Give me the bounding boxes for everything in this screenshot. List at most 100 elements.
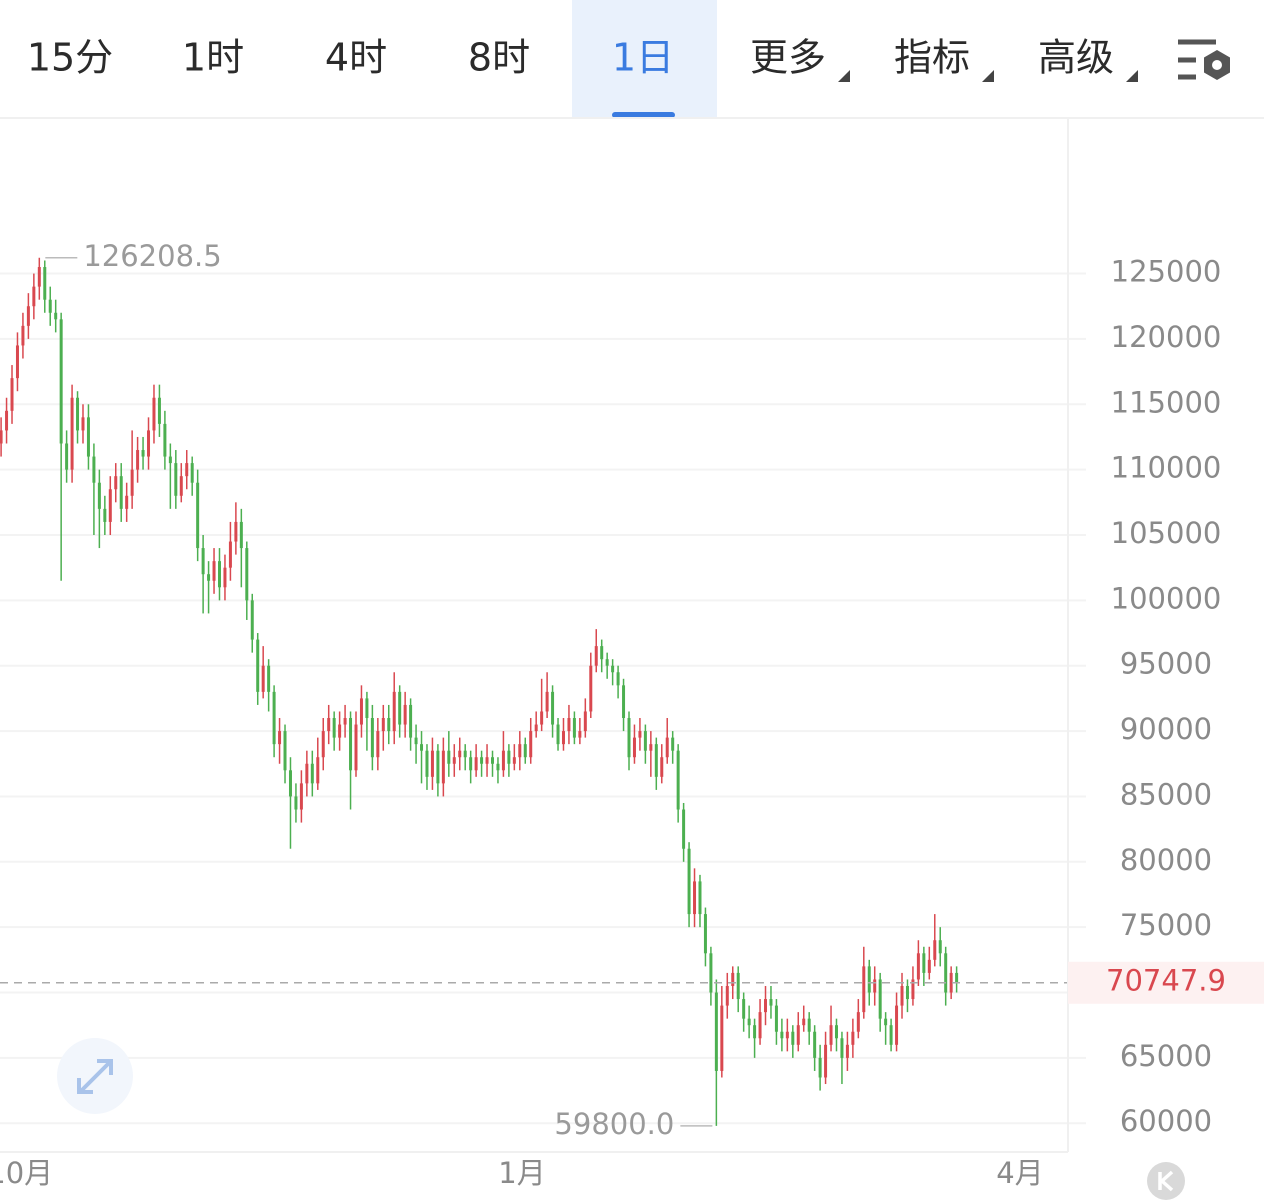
candle-body	[381, 718, 385, 732]
candle-body	[665, 737, 669, 758]
active-tab-bg	[572, 0, 717, 118]
y-tick-label: 115000	[1111, 385, 1222, 419]
candle-body	[81, 417, 85, 431]
candle-body	[714, 992, 718, 1071]
candle-body	[545, 691, 549, 712]
candle-body	[370, 718, 374, 758]
active-tab-underline	[612, 112, 675, 118]
candle-body	[769, 999, 773, 1006]
candle-body	[207, 574, 211, 581]
candle-body	[365, 698, 369, 719]
candle-body	[86, 417, 90, 457]
candle-body	[600, 646, 604, 660]
candle-body	[567, 718, 571, 732]
tab[interactable]: 4时	[325, 36, 387, 80]
candle-body	[796, 1025, 800, 1045]
candle-body	[376, 731, 380, 758]
k-button[interactable]	[1147, 1162, 1185, 1200]
candle-body	[561, 731, 565, 745]
candle-body	[228, 541, 232, 568]
tab[interactable]: 高级	[1038, 36, 1114, 80]
tab[interactable]: 更多	[750, 36, 826, 80]
candle-body	[316, 757, 320, 784]
candle-body	[731, 972, 735, 986]
candle-body	[556, 724, 560, 745]
candle-body	[201, 548, 205, 575]
candle-body	[130, 469, 134, 496]
candle-body	[305, 763, 309, 784]
candle-body	[540, 711, 544, 725]
candle-body	[611, 665, 615, 673]
candle-body	[179, 476, 183, 496]
candle-body	[196, 482, 200, 549]
candle-body	[321, 731, 325, 758]
candle-body	[108, 489, 112, 522]
candle-body	[250, 600, 254, 640]
candle-body	[174, 463, 178, 496]
candle-body	[480, 757, 484, 764]
candle-body	[802, 1018, 806, 1026]
candle-body	[163, 423, 167, 457]
candle-body	[949, 972, 953, 993]
last-price-box	[1068, 961, 1264, 1004]
candle-body	[294, 796, 298, 810]
tab[interactable]: 8时	[468, 36, 530, 80]
expand-button[interactable]	[57, 1038, 133, 1114]
candle-body	[354, 724, 358, 771]
candle-body	[387, 718, 391, 732]
y-tick-label: 60000	[1120, 1104, 1212, 1138]
candle-body	[911, 979, 915, 1000]
candle-body	[436, 750, 440, 784]
candle-body	[818, 1057, 822, 1078]
tab[interactable]: 1日	[612, 36, 674, 80]
candle-body	[168, 456, 172, 464]
candle-body	[572, 718, 576, 738]
settings-icon[interactable]	[1178, 39, 1230, 80]
candle-body	[261, 665, 265, 692]
candle-body	[616, 672, 620, 686]
candle-body	[469, 757, 473, 771]
candle-body	[605, 659, 609, 666]
candle-body	[791, 1031, 795, 1045]
y-tick-label: 75000	[1120, 908, 1212, 942]
candle-body	[147, 430, 151, 457]
tab[interactable]: 指标	[894, 36, 970, 80]
candle-body	[190, 463, 194, 483]
candle-body	[409, 704, 413, 738]
tab[interactable]: 15分	[27, 36, 113, 80]
candle-body	[785, 1031, 789, 1039]
candle-body	[398, 691, 402, 725]
candle-body	[452, 757, 456, 764]
candle-body	[343, 718, 347, 725]
candle-body	[310, 763, 314, 784]
y-tick-label: 100000	[1111, 581, 1222, 615]
candle-body	[157, 397, 161, 424]
candle-body	[774, 1005, 778, 1032]
candle-body	[392, 691, 396, 732]
candle-body	[698, 881, 702, 915]
candle-body	[15, 345, 19, 379]
candle-body	[594, 646, 598, 666]
candle-body	[916, 953, 920, 980]
y-tick-label: 90000	[1120, 712, 1212, 746]
candle-body	[709, 953, 713, 993]
candle-body	[338, 724, 342, 738]
x-tick-label: 10月	[0, 1156, 53, 1190]
candle-body	[764, 999, 768, 1013]
candle-body	[518, 744, 522, 758]
candle-body	[0, 430, 3, 444]
candle-body	[703, 914, 707, 954]
candle-body	[534, 724, 538, 732]
candle-body	[660, 757, 664, 777]
candle-body	[491, 757, 495, 764]
candle-body	[125, 495, 129, 509]
tab[interactable]: 1时	[182, 36, 244, 80]
candle-body	[430, 750, 434, 777]
candle-body	[671, 737, 675, 751]
candle-body	[895, 1005, 899, 1045]
candle-body	[649, 744, 653, 751]
candle-body	[278, 731, 282, 745]
candle-body	[54, 312, 58, 320]
candle-body	[425, 750, 429, 777]
